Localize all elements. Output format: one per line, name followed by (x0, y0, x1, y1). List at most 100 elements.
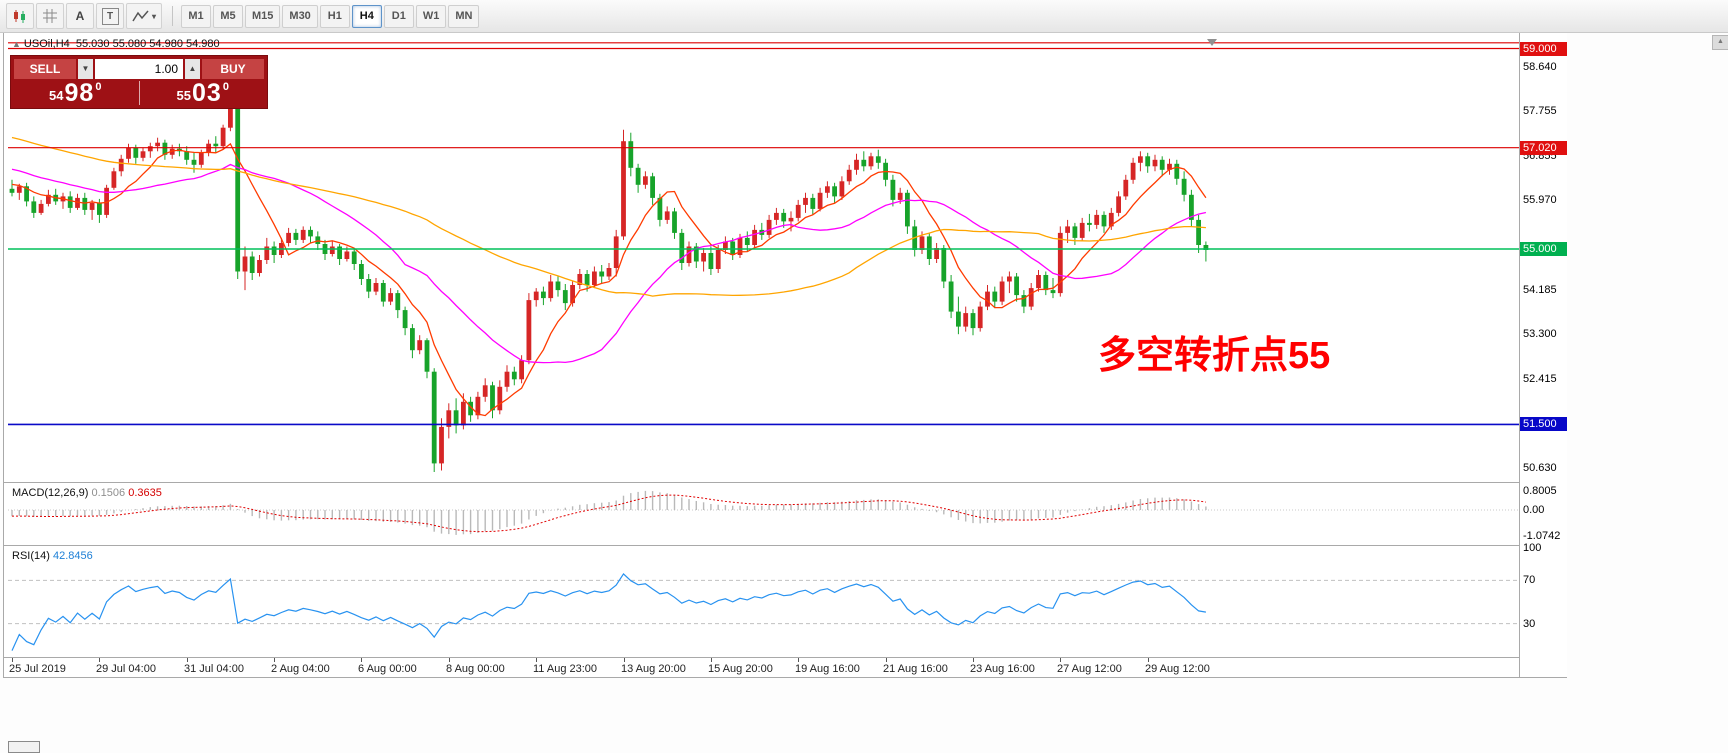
macd-tick--1.0742: -1.0742 (1523, 530, 1561, 542)
time-tick (711, 658, 712, 662)
candle-body (1028, 288, 1034, 307)
buy-price[interactable]: 55 03 0 (142, 79, 265, 107)
candle-body (577, 274, 583, 285)
text-tool-icon[interactable]: T (96, 3, 124, 29)
ma-line-8 (11, 142, 1207, 417)
candle-body (846, 169, 852, 182)
timeframe-m1[interactable]: M1 (181, 4, 211, 28)
candle-body (140, 151, 146, 158)
timeframe-d1[interactable]: D1 (383, 4, 414, 28)
timeframe-m30[interactable]: M30 (282, 4, 318, 28)
candle-body (1152, 159, 1158, 167)
candle-body (985, 291, 990, 307)
candle-body (329, 246, 335, 254)
candle-body (825, 186, 830, 193)
main-chart-canvas[interactable] (8, 36, 1519, 482)
time-tick (798, 658, 799, 662)
timeframe-mn[interactable]: MN (448, 4, 480, 28)
candle-body (1174, 163, 1180, 179)
minimized-window-stub[interactable] (8, 741, 40, 753)
timeframe-m5[interactable]: M5 (213, 4, 243, 28)
rsi-separator[interactable] (4, 545, 1566, 546)
candle-body (424, 340, 430, 372)
timeframe-h1[interactable]: H1 (319, 4, 350, 28)
time-label: 29 Jul 04:00 (96, 663, 156, 675)
label-tool-icon[interactable]: A (66, 3, 94, 29)
candle-body (417, 340, 423, 351)
timeframe-h4[interactable]: H4 (351, 4, 382, 28)
rsi-canvas[interactable] (8, 546, 1519, 657)
macd-canvas[interactable] (8, 483, 1519, 545)
buy-price-big: 03 (192, 79, 222, 107)
candle-body (839, 181, 845, 197)
candle-body (1094, 214, 1100, 225)
candle-body (1116, 196, 1121, 213)
candle-body (1145, 156, 1151, 167)
candle-body (999, 281, 1005, 302)
candle-body (75, 197, 80, 208)
price-scale[interactable]: 58.640 57.755 56.855 55.970 54.185 53.300 52.4… (1519, 33, 1567, 677)
candle-body (388, 293, 393, 302)
macd-separator[interactable] (4, 482, 1566, 483)
candle-body (693, 246, 699, 262)
candle-body (286, 232, 291, 243)
grid-icon[interactable] (36, 3, 64, 29)
volume-up-button[interactable]: ▲ (185, 59, 200, 79)
candle-body (264, 246, 270, 260)
scroll-stub[interactable]: ▲ (1712, 35, 1728, 50)
indicators-icon[interactable]: ▾ (126, 3, 162, 29)
sell-price[interactable]: 54 98 0 (14, 81, 137, 106)
candle-body (1057, 232, 1063, 294)
price-badge-55.000: 55.000 (1520, 242, 1567, 256)
candle-body (1036, 275, 1041, 289)
candle-body (788, 217, 794, 222)
new-chart-icon[interactable] (6, 3, 34, 29)
time-tick (536, 658, 537, 662)
symbol-marker-icon: ▲ (12, 39, 21, 49)
chart-annotation-text[interactable]: 多空转折点55 (1098, 335, 1331, 377)
time-label: 15 Aug 20:00 (708, 663, 773, 675)
candle-body (752, 229, 757, 245)
price-badge-51.500: 51.500 (1520, 417, 1567, 431)
grid-glyph (43, 9, 57, 23)
time-label: 29 Aug 12:00 (1145, 663, 1210, 675)
candle-body (686, 246, 692, 263)
candle-body (446, 410, 452, 427)
candle-body (715, 250, 721, 269)
candle-body (774, 212, 779, 220)
sell-button[interactable]: SELL (14, 59, 76, 79)
timeframe-m15[interactable]: M15 (245, 4, 281, 28)
candle-body (344, 251, 350, 259)
one-click-trading-panel: SELL ▼ 1.00 ▲ BUY 54 98 0 55 03 0 (10, 55, 268, 109)
macd-value-main: 0.1506 (91, 487, 126, 499)
candle-body (1130, 162, 1136, 180)
candle-body (905, 192, 910, 227)
candle-body (584, 274, 590, 285)
time-label: 27 Aug 12:00 (1057, 663, 1122, 675)
trade-prices-row: 54 98 0 55 03 0 (14, 79, 265, 107)
candle-body (184, 151, 190, 160)
volume-dropdown-button[interactable]: ▼ (78, 59, 93, 79)
label-tool-glyph: A (75, 9, 85, 23)
candle-body (511, 371, 517, 380)
buy-price-sup: 0 (222, 81, 229, 93)
time-scale[interactable]: 25 Jul 2019 29 Jul 04:00 31 Jul 04:00 2 Aug… (8, 658, 1519, 676)
sell-price-sup: 0 (95, 81, 102, 93)
time-tick (886, 658, 887, 662)
candle-body (541, 291, 546, 299)
macd-label: MACD(12,26,9) 0.1506 0.3635 (12, 487, 162, 499)
candle-body (1123, 179, 1129, 197)
rsi-line (11, 572, 1206, 651)
zigzag-glyph (132, 10, 149, 22)
candle-body (155, 142, 160, 147)
volume-input[interactable]: 1.00 (95, 59, 183, 79)
buy-button[interactable]: BUY (202, 59, 264, 79)
toolbar-separator (172, 6, 173, 26)
candle-body (228, 104, 233, 128)
rsi-name: RSI(14) (12, 550, 50, 562)
candle-body (468, 401, 473, 416)
timeframe-w1[interactable]: W1 (415, 4, 447, 28)
ma-line-24 (11, 163, 1207, 364)
price-badge-59.000: 59.000 (1520, 42, 1567, 56)
candle-body (82, 197, 88, 210)
